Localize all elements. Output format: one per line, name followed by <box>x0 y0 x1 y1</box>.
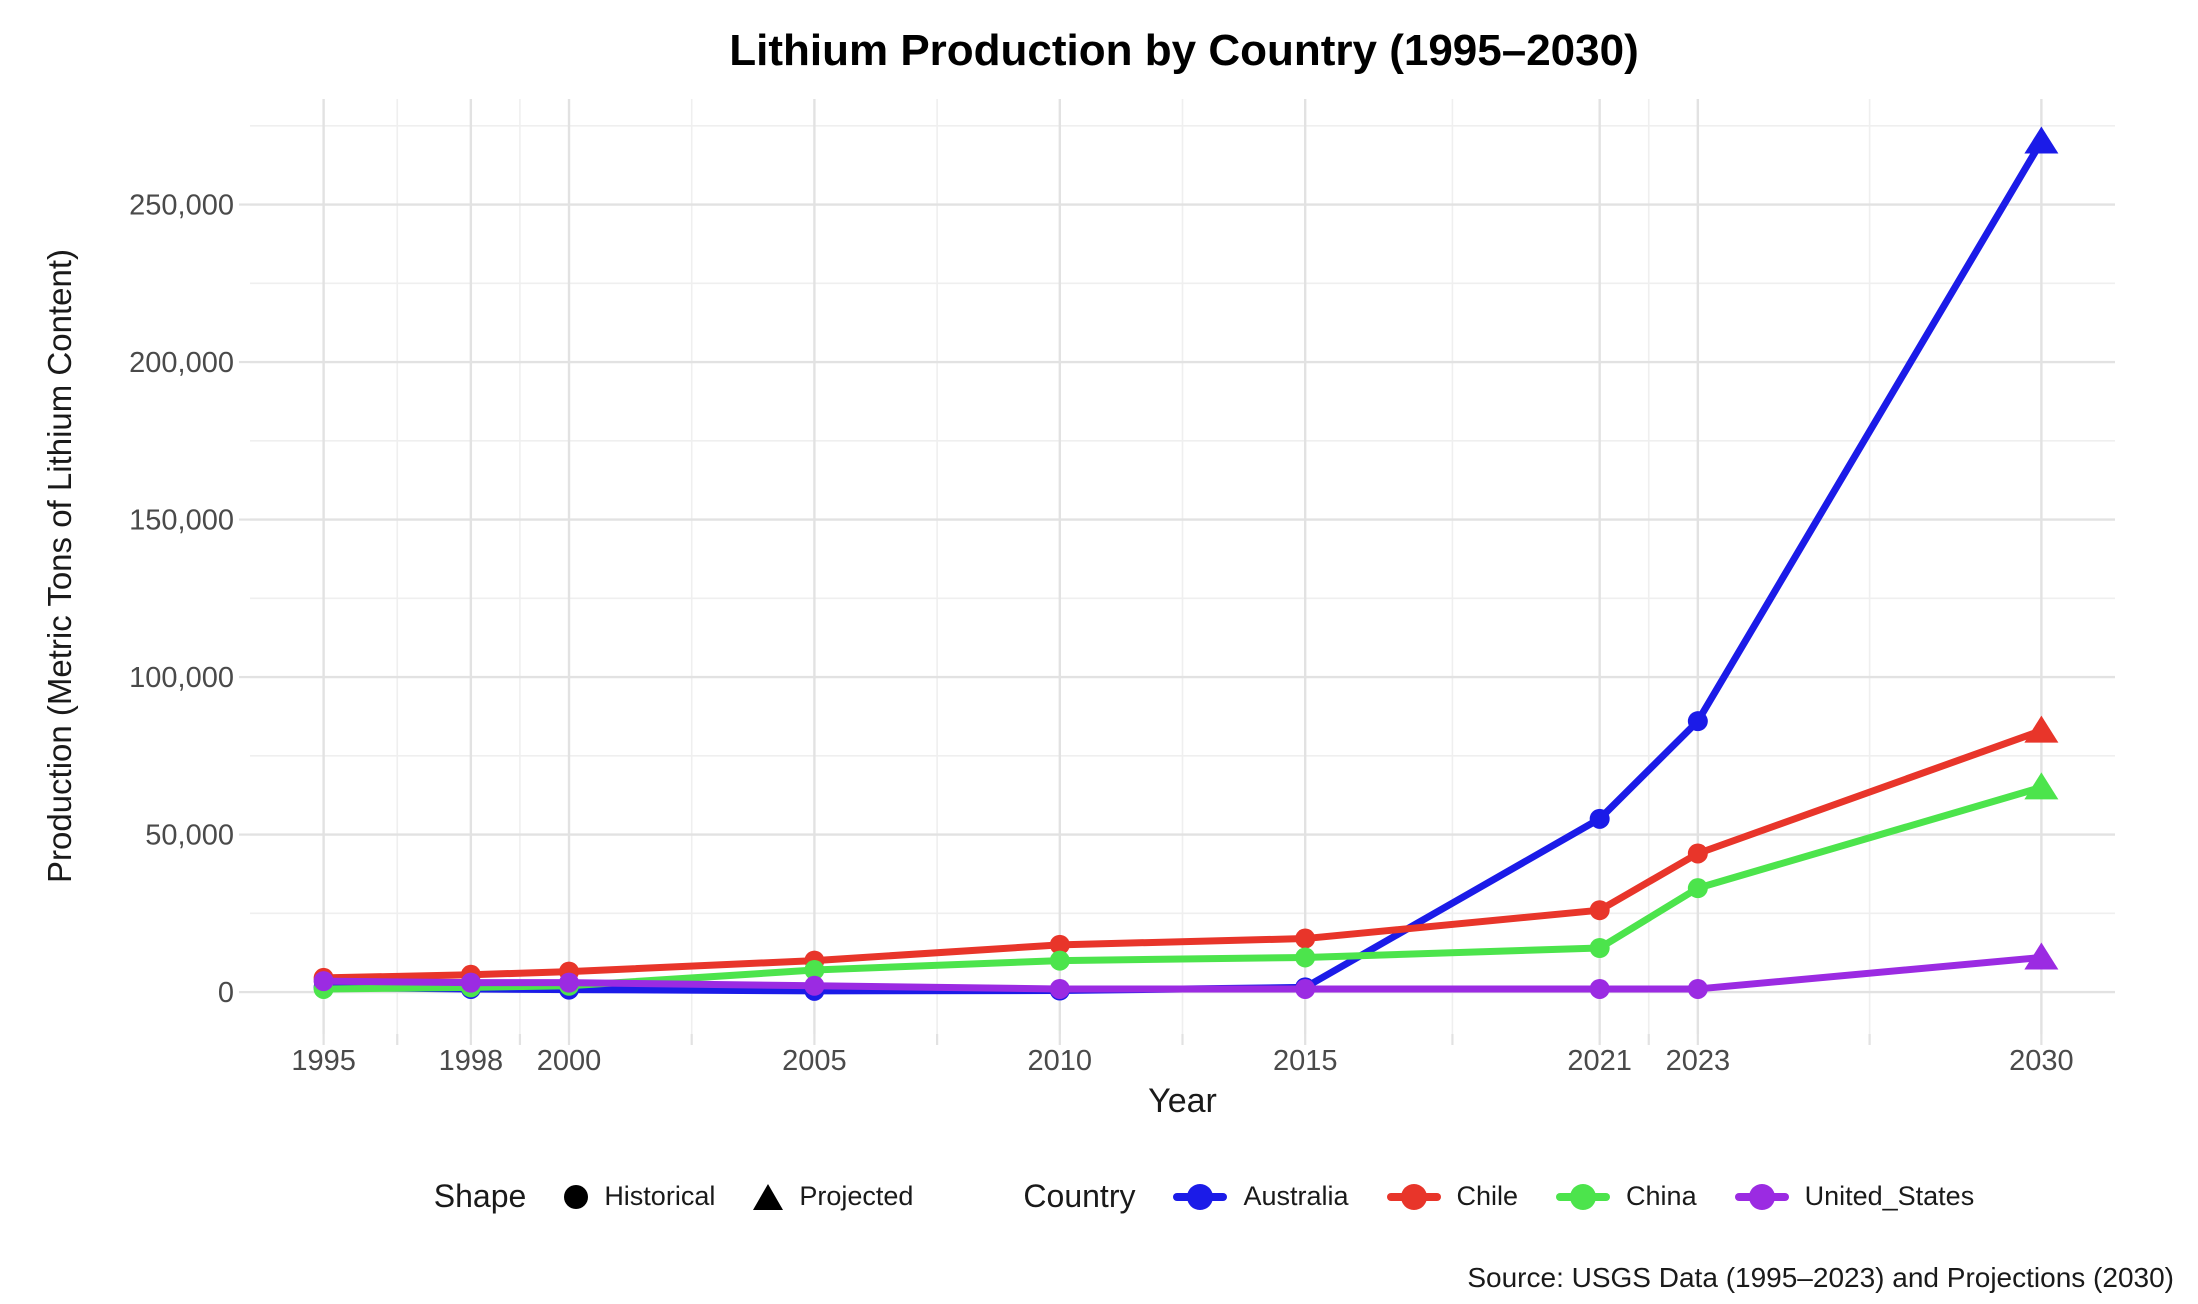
x-tick-label: 2000 <box>537 1045 602 1077</box>
x-tick-label: 2030 <box>2009 1045 2074 1077</box>
data-point-projected-chile <box>2024 715 2059 743</box>
country-legend: Country Australia Chile China United_Sta… <box>1023 1178 1974 1215</box>
y-tick-label: 50,000 <box>145 820 234 852</box>
data-point-united_states <box>460 972 481 993</box>
data-point-china <box>1687 878 1708 899</box>
legend-item-australia: Australia <box>1173 1181 1349 1212</box>
chile-line-point-icon <box>1386 1183 1441 1211</box>
legend-item-historical: Historical <box>564 1181 715 1212</box>
united-states-line-point-icon <box>1734 1183 1789 1211</box>
data-point-united_states <box>1589 978 1610 999</box>
y-tick-label: 200,000 <box>129 347 234 379</box>
y-tick-label: 250,000 <box>129 190 234 222</box>
source-caption: Source: USGS Data (1995–2023) and Projec… <box>1467 1262 2174 1293</box>
data-point-united_states <box>559 972 580 993</box>
x-tick-label: 2010 <box>1028 1045 1093 1077</box>
legend-item-label: Chile <box>1456 1181 1519 1211</box>
australia-line-point-icon <box>1173 1183 1228 1211</box>
data-point-australia <box>1687 711 1708 732</box>
country-legend-title: Country <box>1023 1178 1136 1214</box>
shape-legend: Shape Historical Projected <box>434 1178 914 1215</box>
shape-legend-title: Shape <box>433 1178 527 1214</box>
data-point-projected-united_states <box>2024 942 2059 970</box>
data-point-chile <box>1589 900 1610 921</box>
data-point-china <box>1049 950 1070 971</box>
legend-item-label: Projected <box>799 1181 914 1211</box>
projected-triangle-icon <box>753 1183 784 1210</box>
data-point-chile <box>1049 934 1070 955</box>
legend-item-chile: Chile <box>1386 1181 1519 1212</box>
x-tick-label: 1995 <box>291 1045 356 1077</box>
chart-title: Lithium Production by Country (1995–2030… <box>729 26 1639 75</box>
legend: Shape Historical Projected Country Austr… <box>0 1178 2198 1215</box>
y-tick-label: 150,000 <box>129 505 234 537</box>
legend-item-china: China <box>1556 1181 1697 1212</box>
data-point-projected-australia <box>2024 126 2059 154</box>
legend-item-label: Historical <box>604 1181 716 1211</box>
legend-item-label: United_States <box>1804 1181 1975 1211</box>
data-point-australia <box>1589 808 1610 829</box>
x-tick-label: 2015 <box>1273 1045 1338 1077</box>
china-line-point-icon <box>1556 1183 1611 1211</box>
x-tick-label: 2021 <box>1567 1045 1632 1077</box>
data-point-united_states <box>1295 978 1316 999</box>
data-point-chile <box>1295 928 1316 949</box>
data-point-china <box>1589 937 1610 958</box>
historical-circle-icon <box>564 1184 589 1209</box>
data-point-united_states <box>313 971 334 992</box>
data-point-china <box>1295 947 1316 968</box>
data-point-united_states <box>1049 978 1070 999</box>
x-tick-label: 2005 <box>782 1045 847 1077</box>
x-tick-label: 1998 <box>439 1045 504 1077</box>
legend-item-label: Australia <box>1243 1181 1349 1211</box>
data-point-china <box>804 960 825 981</box>
legend-item-label: China <box>1626 1181 1697 1211</box>
legend-item-united-states: United_States <box>1734 1181 1975 1212</box>
y-tick-label: 0 <box>218 977 234 1009</box>
data-point-chile <box>1687 843 1708 864</box>
x-axis-title: Year <box>1148 1082 1217 1120</box>
data-point-projected-china <box>2024 772 2059 800</box>
legend-item-projected: Projected <box>753 1181 913 1212</box>
data-point-united_states <box>804 975 825 996</box>
x-tick-label: 2023 <box>1666 1045 1731 1077</box>
data-point-united_states <box>1687 978 1708 999</box>
y-tick-label: 100,000 <box>129 662 234 694</box>
